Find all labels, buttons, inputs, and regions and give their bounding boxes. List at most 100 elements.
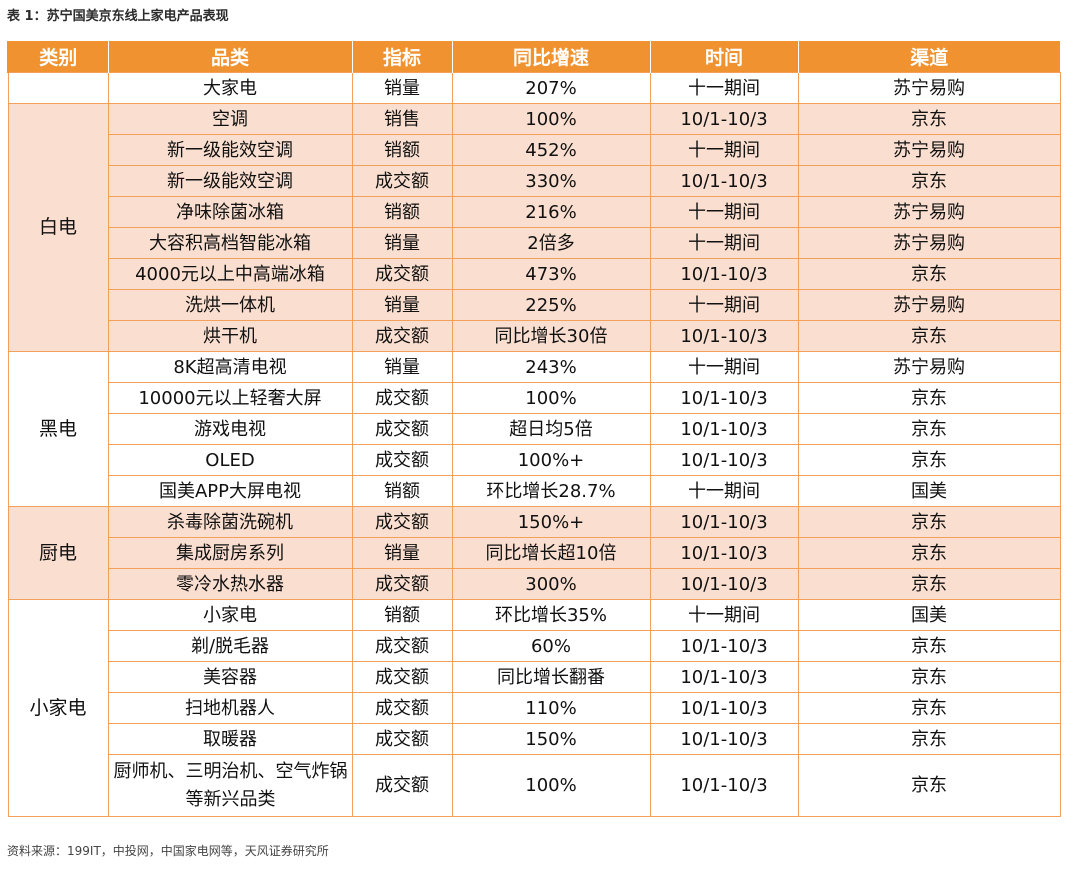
channel-cell: 京东 [797, 165, 1061, 197]
table-row: 新一级能效空调 成交额 330% 10/1-10/3 京东 [8, 165, 1061, 197]
channel-cell: 京东 [797, 661, 1061, 693]
growth-cell: 330% [451, 165, 651, 197]
channel-cell: 京东 [797, 754, 1061, 817]
product-cell: 取暖器 [107, 723, 353, 755]
growth-cell: 207% [451, 72, 651, 104]
channel-cell: 京东 [797, 413, 1061, 445]
period-cell: 10/1-10/3 [649, 537, 799, 569]
growth-cell: 100% [451, 382, 651, 414]
channel-cell: 苏宁易购 [797, 351, 1061, 383]
channel-cell: 京东 [797, 537, 1061, 569]
metric-cell: 成交额 [351, 165, 453, 197]
channel-cell: 京东 [797, 103, 1061, 135]
product-cell: 新一级能效空调 [107, 165, 353, 197]
table-row: 净味除菌冰箱 销额 216% 十一期间 苏宁易购 [8, 196, 1061, 228]
metric-cell: 成交额 [351, 258, 453, 290]
metric-cell: 成交额 [351, 506, 453, 538]
header-metric: 指标 [351, 41, 452, 73]
category-cell: 白电 [7, 103, 109, 352]
period-cell: 十一期间 [649, 289, 799, 321]
metric-cell: 销额 [351, 599, 453, 631]
channel-cell: 苏宁易购 [797, 72, 1061, 104]
channel-cell: 京东 [797, 444, 1061, 476]
growth-cell: 同比增长翻番 [451, 661, 651, 693]
growth-cell: 环比增长35% [451, 599, 651, 631]
period-cell: 十一期间 [649, 599, 799, 631]
period-cell: 十一期间 [649, 351, 799, 383]
product-cell: 美容器 [107, 661, 353, 693]
table-row: 厨师机、三明治机、空气炸锅等新兴品类 成交额 100% 10/1-10/3 京东 [8, 754, 1061, 817]
product-cell: 国美APP大屏电视 [107, 475, 353, 507]
metric-cell: 成交额 [351, 692, 453, 724]
table-row: 零冷水热水器 成交额 300% 10/1-10/3 京东 [8, 568, 1061, 600]
period-cell: 10/1-10/3 [649, 568, 799, 600]
period-cell: 10/1-10/3 [649, 692, 799, 724]
metric-cell: 成交额 [351, 413, 453, 445]
table-row: 黑电 8K超高清电视 销量 243% 十一期间 苏宁易购 [7, 351, 1061, 507]
table-row: 国美APP大屏电视 销额 环比增长28.7% 十一期间 国美 [8, 475, 1061, 507]
channel-cell: 京东 [797, 320, 1061, 352]
product-cell: 新一级能效空调 [107, 134, 353, 166]
period-cell: 10/1-10/3 [649, 165, 799, 197]
product-cell: 大容积高档智能冰箱 [107, 227, 353, 259]
table-row: 游戏电视 成交额 超日均5倍 10/1-10/3 京东 [8, 413, 1061, 445]
channel-cell: 京东 [797, 723, 1061, 755]
product-cell: 集成厨房系列 [107, 537, 353, 569]
category-cell [7, 72, 109, 104]
growth-cell: 同比增长超10倍 [451, 537, 651, 569]
product-cell: 剃/脱毛器 [107, 630, 353, 662]
table-row: 美容器 成交额 同比增长翻番 10/1-10/3 京东 [8, 661, 1061, 693]
period-cell: 10/1-10/3 [649, 444, 799, 476]
growth-cell: 110% [451, 692, 651, 724]
metric-cell: 成交额 [351, 754, 453, 817]
table-row: 扫地机器人 成交额 110% 10/1-10/3 京东 [8, 692, 1061, 724]
product-cell: 小家电 [107, 599, 353, 631]
header-period: 时间 [649, 41, 798, 73]
table-row: 厨电 杀毒除菌洗碗机 成交额 150%+ 10/1-10/3 京东 [7, 506, 1061, 600]
metric-cell: 成交额 [351, 630, 453, 662]
growth-cell: 100% [451, 754, 651, 817]
growth-cell: 环比增长28.7% [451, 475, 651, 507]
metric-cell: 销额 [351, 196, 453, 228]
table-caption: 表 1：苏宁国美京东线上家电产品表现 [7, 9, 229, 24]
growth-cell: 243% [451, 351, 651, 383]
metric-cell: 销量 [351, 289, 453, 321]
channel-cell: 苏宁易购 [797, 227, 1061, 259]
table-row: 剃/脱毛器 成交额 60% 10/1-10/3 京东 [8, 630, 1061, 662]
product-cell: 净味除菌冰箱 [107, 196, 353, 228]
period-cell: 10/1-10/3 [649, 630, 799, 662]
growth-cell: 100%+ [451, 444, 651, 476]
source-note: 资料来源：199IT，中投网，中国家电网等，天风证券研究所 [7, 844, 329, 858]
metric-cell: 成交额 [351, 444, 453, 476]
growth-cell: 100% [451, 103, 651, 135]
growth-cell: 同比增长30倍 [451, 320, 651, 352]
growth-cell: 473% [451, 258, 651, 290]
period-cell: 10/1-10/3 [649, 723, 799, 755]
product-cell: 10000元以上轻奢大屏 [107, 382, 353, 414]
channel-cell: 国美 [797, 475, 1061, 507]
growth-cell: 300% [451, 568, 651, 600]
period-cell: 10/1-10/3 [649, 413, 799, 445]
metric-cell: 成交额 [351, 661, 453, 693]
table-row: 白电 空调 销售 100% 10/1-10/3 京东 [7, 103, 1061, 352]
product-cell: OLED [107, 444, 353, 476]
product-cell: 洗烘一体机 [107, 289, 353, 321]
table-row: 取暖器 成交额 150% 10/1-10/3 京东 [8, 723, 1061, 755]
period-cell: 10/1-10/3 [649, 382, 799, 414]
channel-cell: 京东 [797, 506, 1061, 538]
product-performance-table: 类别 品类 指标 同比增速 时间 渠道 大家电 销量 207% 十一期间 苏宁易购 白电空… [7, 41, 1061, 817]
metric-cell: 销量 [351, 227, 453, 259]
period-cell: 10/1-10/3 [649, 661, 799, 693]
product-cell: 烘干机 [107, 320, 353, 352]
product-cell: 大家电 [107, 72, 353, 104]
product-cell: 厨师机、三明治机、空气炸锅等新兴品类 [107, 754, 353, 817]
metric-cell: 销额 [351, 134, 453, 166]
growth-cell: 2倍多 [451, 227, 651, 259]
table-body: 大家电 销量 207% 十一期间 苏宁易购 白电 空调 销售 100% 10/1-10/3 京东 新一… [7, 72, 1061, 817]
channel-cell: 京东 [797, 630, 1061, 662]
product-cell: 8K超高清电视 [107, 351, 353, 383]
channel-cell: 苏宁易购 [797, 289, 1061, 321]
period-cell: 10/1-10/3 [649, 258, 799, 290]
category-cell: 厨电 [7, 506, 109, 600]
product-cell: 杀毒除菌洗碗机 [107, 506, 353, 538]
